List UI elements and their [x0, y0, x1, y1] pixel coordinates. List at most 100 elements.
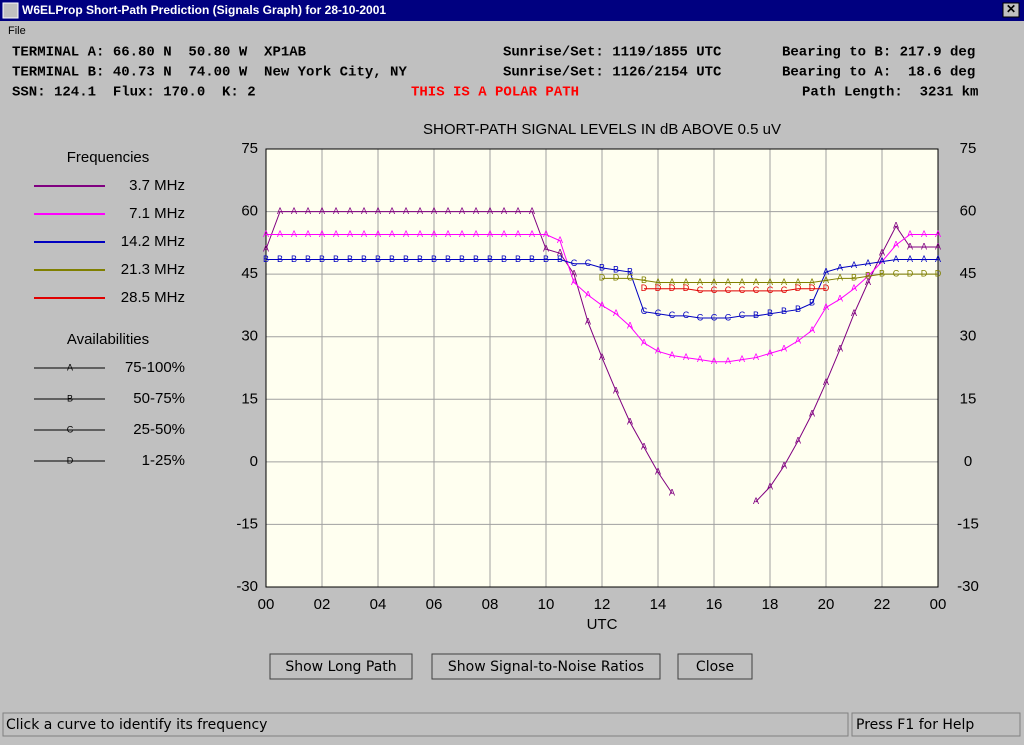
availability-marker: A [67, 362, 73, 372]
point-marker: B [277, 254, 283, 264]
button[interactable]: Show Signal-to-Noise Ratios [431, 653, 661, 680]
y-tick-label: 75 [241, 140, 258, 157]
point-marker: C [781, 285, 788, 295]
info-text: Bearing to A: 18.6 deg [782, 65, 975, 81]
point-marker: A [389, 229, 395, 239]
point-marker: C [697, 285, 704, 295]
point-marker: A [585, 289, 591, 299]
point-marker: A [795, 335, 801, 345]
button[interactable]: Show Long Path [269, 653, 413, 680]
series-line [265, 211, 938, 502]
point-marker: A [711, 356, 717, 366]
point-marker: A [473, 229, 479, 239]
point-marker: A [669, 350, 675, 360]
point-marker: A [263, 229, 269, 239]
point-marker: B [641, 275, 647, 285]
point-marker: A [851, 260, 857, 270]
point-marker: A [347, 229, 353, 239]
point-marker: B [445, 254, 451, 264]
status-panel [851, 712, 1021, 737]
point-marker: A [865, 258, 871, 268]
point-marker: A [557, 248, 563, 258]
point-marker: A [417, 229, 423, 239]
y2-tick-label: -15 [957, 515, 979, 532]
availability-label: 50-75% [133, 390, 185, 407]
point-marker: A [879, 256, 885, 266]
point-marker: A [543, 229, 549, 239]
polar-warning: THIS IS A POLAR PATH [411, 85, 579, 101]
point-marker: D [669, 283, 676, 293]
point-marker: A [809, 408, 815, 418]
point-marker: D [641, 283, 648, 293]
point-marker: A [487, 206, 493, 216]
x-tick-label: 04 [370, 596, 387, 613]
point-marker: B [487, 254, 493, 264]
point-marker: A [277, 206, 283, 216]
point-marker: A [389, 206, 395, 216]
point-marker: A [319, 206, 325, 216]
x-tick-label: 06 [426, 596, 443, 613]
availability-label: 25-50% [133, 421, 185, 438]
series-line [644, 288, 826, 292]
y2-tick-label: 30 [960, 328, 977, 345]
point-marker: A [851, 283, 857, 293]
point-marker: A [753, 277, 759, 287]
y-tick-label: -15 [236, 515, 258, 532]
button-label: Show Long Path [285, 659, 396, 675]
point-marker: A [907, 254, 913, 264]
button[interactable]: Close [677, 653, 753, 680]
button-frame [269, 653, 413, 680]
availability-title: Availabilities [67, 331, 149, 348]
close-window-button[interactable] [1002, 2, 1020, 18]
point-marker: C [739, 285, 746, 295]
point-marker: A [613, 385, 619, 395]
button-label: Show Signal-to-Noise Ratios [448, 659, 644, 675]
x-tick-label: 12 [594, 596, 611, 613]
point-marker: B [599, 262, 605, 272]
point-marker: B [879, 269, 885, 279]
point-marker: A [417, 206, 423, 216]
point-marker: B [403, 254, 409, 264]
availability-marker: D [67, 455, 74, 465]
point-marker: A [529, 206, 535, 216]
legend-label: 21.3 MHz [121, 261, 185, 278]
point-marker: A [725, 277, 731, 287]
point-marker: C [627, 273, 634, 283]
point-marker: A [739, 354, 745, 364]
point-marker: D [921, 269, 928, 279]
point-marker: B [809, 298, 815, 308]
point-marker: A [837, 262, 843, 272]
point-marker: B [291, 254, 297, 264]
point-marker: A [347, 206, 353, 216]
point-marker: B [333, 254, 339, 264]
point-marker: A [305, 229, 311, 239]
point-marker: B [613, 264, 619, 274]
point-marker: D [599, 273, 606, 283]
point-marker: C [711, 285, 718, 295]
point-marker: A [837, 344, 843, 354]
menu-file[interactable]: File [8, 25, 26, 37]
x-tick-label: 02 [314, 596, 331, 613]
point-marker: C [725, 312, 732, 322]
point-marker: B [529, 254, 535, 264]
point-marker: A [697, 277, 703, 287]
series-line [266, 259, 938, 319]
point-marker: A [823, 275, 829, 285]
x-tick-label: 16 [706, 596, 723, 613]
plot-border [265, 148, 939, 588]
point-marker: A [767, 277, 773, 287]
point-marker: A [655, 467, 661, 477]
info-text: TERMINAL A: 66.80 N 50.80 W XP1AB [12, 45, 307, 61]
info-text: Sunrise/Set: 1126/2154 UTC [503, 65, 722, 81]
point-marker: A [655, 277, 661, 287]
point-marker: B [319, 254, 325, 264]
point-marker: A [291, 206, 297, 216]
point-marker: A [291, 229, 297, 239]
point-marker: A [907, 241, 913, 251]
point-marker: A [585, 316, 591, 326]
x-tick-label: 00 [258, 596, 275, 613]
point-marker: A [795, 435, 801, 445]
point-marker: A [571, 277, 577, 287]
point-marker: A [893, 221, 899, 231]
info-text: TERMINAL B: 40.73 N 74.00 W New York Cit… [12, 65, 407, 81]
